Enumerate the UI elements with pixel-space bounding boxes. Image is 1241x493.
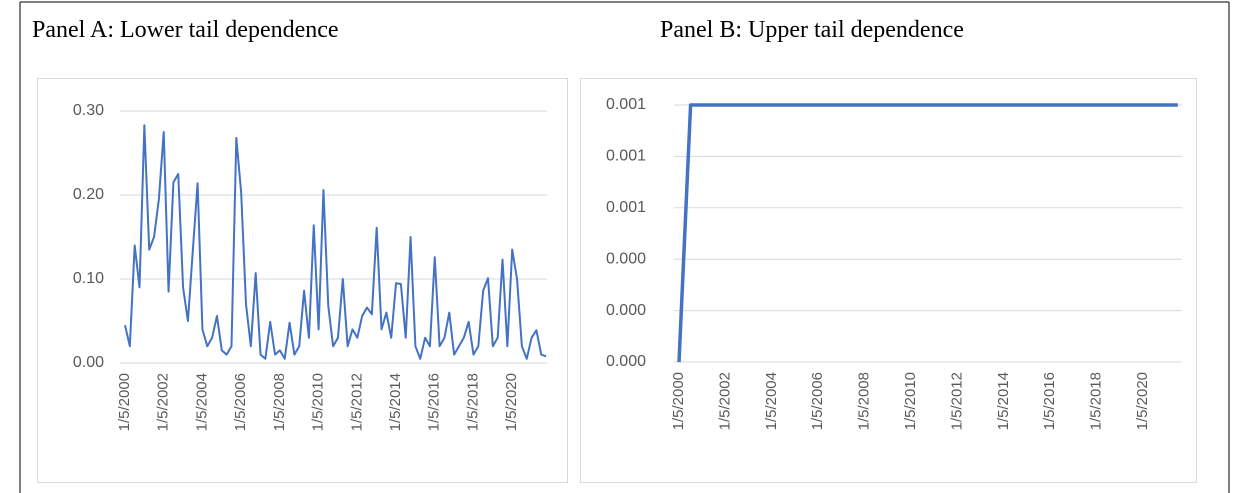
x-tick-label: 1/5/2014 — [387, 373, 404, 431]
x-tick-label: 1/5/2010 — [310, 373, 327, 431]
x-tick-label: 1/5/2002 — [155, 373, 172, 431]
y-tick-label: 0.000 — [606, 302, 646, 319]
x-tick-label: 1/5/2004 — [763, 372, 780, 430]
x-tick-label: 1/5/2008 — [856, 372, 873, 430]
data-line — [677, 103, 1178, 363]
x-tick-label: 1/5/2004 — [193, 373, 210, 431]
y-tick-label: 0.001 — [606, 148, 646, 165]
x-tick-label: 1/5/2006 — [232, 373, 249, 431]
x-tick-label: 1/5/2020 — [503, 373, 520, 431]
y-tick-label: 0.001 — [606, 199, 646, 216]
y-tick-label: 0.30 — [73, 102, 104, 119]
y-tick-label: 0.001 — [606, 96, 646, 113]
x-tick-label: 1/5/2006 — [809, 372, 826, 430]
x-tick-label: 1/5/2008 — [271, 373, 288, 431]
x-tick-label: 1/5/2018 — [1088, 372, 1105, 430]
y-tick-label: 0.00 — [73, 354, 104, 371]
chart-frame — [37, 78, 568, 483]
y-tick-label: 0.20 — [73, 186, 104, 203]
y-tick-label: 0.10 — [73, 270, 104, 287]
x-tick-label: 1/5/2016 — [1041, 372, 1058, 430]
panel-title: Panel A: Lower tail dependence — [32, 17, 339, 43]
x-tick-label: 1/5/2012 — [948, 372, 965, 430]
panel-title: Panel B: Upper tail dependence — [660, 17, 964, 43]
y-tick-label: 0.000 — [606, 353, 646, 370]
y-tick-label: 0.000 — [606, 250, 646, 267]
x-tick-label: 1/5/2000 — [670, 372, 687, 430]
x-tick-label: 1/5/2020 — [1134, 372, 1151, 430]
x-tick-label: 1/5/2002 — [716, 372, 733, 430]
x-tick-label: 1/5/2014 — [995, 372, 1012, 430]
data-line — [124, 124, 547, 360]
x-tick-label: 1/5/2010 — [902, 372, 919, 430]
x-tick-label: 1/5/2016 — [426, 373, 443, 431]
x-tick-label: 1/5/2018 — [464, 373, 481, 431]
x-tick-label: 1/5/2012 — [348, 373, 365, 431]
x-tick-label: 1/5/2000 — [116, 373, 133, 431]
